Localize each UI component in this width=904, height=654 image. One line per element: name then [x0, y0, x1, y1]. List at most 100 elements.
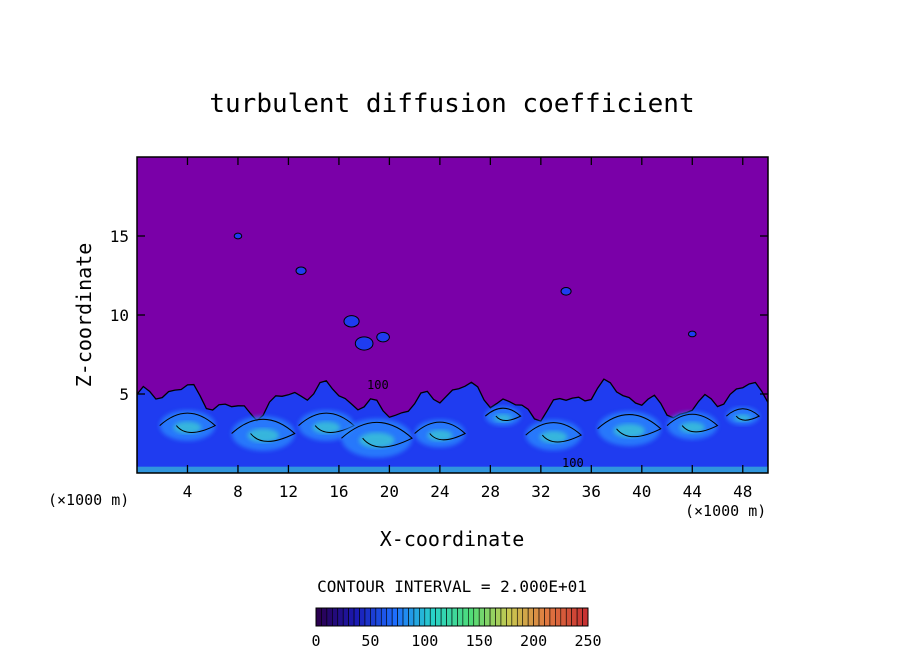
x-tick-label: 24: [430, 482, 449, 501]
colorbar-cell: [533, 607, 540, 627]
colorbar-cell: [332, 607, 339, 627]
colorbar-cell: [457, 607, 464, 627]
colorbar-cell: [413, 607, 420, 627]
colorbar-tick-label: 250: [574, 632, 601, 650]
colorbar-cell: [424, 607, 431, 627]
turbulent-layer: [137, 232, 768, 473]
contour-interval-label: CONTOUR INTERVAL = 2.000E+01: [317, 577, 587, 596]
colorbar-cell: [489, 607, 496, 627]
colorbar-cell: [353, 607, 360, 627]
colorbar-cell: [549, 607, 556, 627]
colorbar-cell: [478, 607, 485, 627]
x-tick-label: 4: [183, 482, 193, 501]
contour-label: 100: [562, 456, 584, 470]
x-tick-label: 40: [632, 482, 651, 501]
plot-area: [137, 157, 768, 473]
colorbar-frame: [315, 607, 589, 627]
eddy-core: [359, 432, 395, 449]
x-tick-label: 12: [279, 482, 298, 501]
eddy-contour: [666, 413, 719, 433]
colorbar-cell: [370, 607, 377, 627]
y-tick-label: 15: [110, 227, 129, 246]
eddy-contour: [525, 422, 583, 443]
eddy-core: [247, 428, 279, 443]
colorbar-cell: [315, 607, 322, 627]
colorbar-cell: [500, 607, 507, 627]
eddy-core: [427, 429, 453, 442]
colorbar-cell: [582, 607, 589, 627]
contour-label: 100: [367, 378, 389, 392]
colorbar-tick-label: 200: [520, 632, 547, 650]
y-tick-label: 10: [110, 306, 129, 325]
turbulence-blob: [343, 315, 360, 328]
colorbar-cell: [408, 607, 415, 627]
colorbar-cell: [440, 607, 447, 627]
colorbar-cell: [544, 607, 551, 627]
colorbar: [315, 607, 589, 627]
turbulence-blob: [560, 287, 572, 296]
colorbar-cell: [511, 607, 518, 627]
eddy-contour: [726, 408, 761, 421]
colorbar-ticks: 0 50 100 150 200 250: [311, 632, 601, 650]
eddy-core: [679, 422, 705, 434]
colorbar-cell: [446, 607, 453, 627]
colorbar-cell: [538, 607, 545, 627]
eddy-contour: [159, 412, 217, 434]
eddy-contour: [414, 421, 467, 441]
x-tick-label: 8: [233, 482, 243, 501]
colorbar-cell: [342, 607, 349, 627]
x-tick-label: 36: [582, 482, 601, 501]
x-axis-ticks: 4 8 12 16 20 24 28 32 36 40 44 48: [183, 157, 752, 501]
colorbar-cell: [397, 607, 404, 627]
colorbar-tick-label: 0: [311, 632, 320, 650]
x-tick-label: 28: [481, 482, 500, 501]
colorbar-tick-label: 100: [411, 632, 438, 650]
colorbar-cell: [435, 607, 442, 627]
colorbar-cell: [337, 607, 344, 627]
colorbar-cell: [451, 607, 458, 627]
turbulence-blob: [233, 232, 243, 240]
colorbar-cell: [391, 607, 398, 627]
y-axis-ticks: 5 10 15: [110, 227, 768, 404]
z-units-label: (×1000 m): [48, 491, 129, 509]
colorbar-cell: [527, 607, 534, 627]
turbulence-blob: [376, 331, 390, 343]
colorbar-cell: [495, 607, 502, 627]
eddy-core: [734, 414, 751, 422]
colorbar-cell: [402, 607, 409, 627]
eddy-contour: [597, 414, 662, 438]
colorbar-cell: [326, 607, 333, 627]
eddy-contour: [341, 421, 413, 448]
surface-band: [137, 466, 768, 473]
colorbar-cell: [484, 607, 491, 627]
turbulence-blob: [687, 330, 697, 338]
colorbar-cell: [516, 607, 524, 627]
eddy-core: [613, 423, 645, 438]
colorbar-cell: [468, 607, 475, 627]
eddy-core: [494, 414, 512, 423]
eddy-contour: [231, 418, 296, 442]
colorbar-cell: [522, 607, 529, 627]
y-axis-label: Z-coordinate: [72, 243, 96, 388]
colorbar-cell: [560, 607, 567, 627]
y-tick-label: 5: [119, 385, 129, 404]
colorbar-cell: [565, 607, 572, 627]
x-tick-label: 44: [683, 482, 702, 501]
colorbar-cell: [321, 607, 328, 627]
colorbar-cell: [462, 607, 469, 627]
x-units-label: (×1000 m): [685, 502, 766, 520]
eddy-core: [173, 421, 202, 434]
colorbar-cell: [555, 607, 562, 627]
eddy-core: [312, 421, 341, 434]
colorbar-cell: [571, 607, 578, 627]
x-tick-label: 20: [380, 482, 399, 501]
eddy-contour: [484, 407, 522, 422]
colorbar-cell: [348, 607, 355, 627]
colorbar-cell: [473, 607, 480, 627]
colorbar-tick-label: 50: [361, 632, 379, 650]
x-tick-label: 16: [329, 482, 348, 501]
colorbar-cell: [419, 607, 426, 627]
colorbar-cell: [380, 607, 388, 627]
chart-title: turbulent diffusion coefficient: [209, 89, 694, 119]
